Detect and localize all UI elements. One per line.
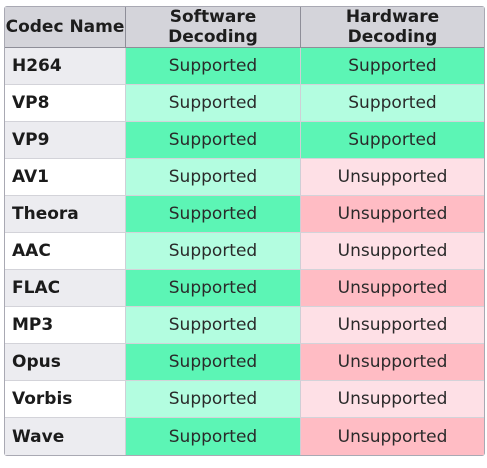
header-hardware-decoding: Hardware Decoding — [301, 7, 484, 48]
hardware-status-cell: Unsupported — [301, 381, 484, 418]
table-row: Theora Supported Unsupported — [5, 196, 484, 233]
table-row: H264 Supported Supported — [5, 48, 484, 85]
software-status-cell: Supported — [126, 85, 301, 122]
codec-support-table-container: Codec Name Software Decoding Hardware De… — [4, 6, 485, 456]
software-status-cell: Supported — [126, 122, 301, 159]
hardware-status-cell: Supported — [301, 48, 484, 85]
codec-name-cell: AAC — [5, 233, 126, 270]
software-status-cell: Supported — [126, 381, 301, 418]
software-status-cell: Supported — [126, 48, 301, 85]
hardware-status-cell: Unsupported — [301, 344, 484, 381]
header-software-decoding: Software Decoding — [126, 7, 301, 48]
hardware-status-cell: Supported — [301, 85, 484, 122]
table-row: AV1 Supported Unsupported — [5, 159, 484, 196]
software-status-cell: Supported — [126, 233, 301, 270]
codec-name-cell: Theora — [5, 196, 126, 233]
table-row: MP3 Supported Unsupported — [5, 307, 484, 344]
codec-name-cell: AV1 — [5, 159, 126, 196]
codec-support-table: Codec Name Software Decoding Hardware De… — [4, 6, 485, 456]
hardware-status-cell: Unsupported — [301, 307, 484, 344]
codec-name-cell: VP9 — [5, 122, 126, 159]
software-status-cell: Supported — [126, 196, 301, 233]
table-row: Wave Supported Unsupported — [5, 418, 484, 455]
codec-name-cell: Wave — [5, 418, 126, 455]
software-status-cell: Supported — [126, 418, 301, 455]
codec-name-cell: Opus — [5, 344, 126, 381]
hardware-status-cell: Supported — [301, 122, 484, 159]
table-row: VP9 Supported Supported — [5, 122, 484, 159]
header-row: Codec Name Software Decoding Hardware De… — [5, 7, 484, 48]
table-row: AAC Supported Unsupported — [5, 233, 484, 270]
software-status-cell: Supported — [126, 270, 301, 307]
codec-name-cell: Vorbis — [5, 381, 126, 418]
software-status-cell: Supported — [126, 159, 301, 196]
hardware-status-cell: Unsupported — [301, 196, 484, 233]
table-row: Opus Supported Unsupported — [5, 344, 484, 381]
codec-name-cell: H264 — [5, 48, 126, 85]
hardware-status-cell: Unsupported — [301, 418, 484, 455]
hardware-status-cell: Unsupported — [301, 270, 484, 307]
software-status-cell: Supported — [126, 307, 301, 344]
table-row: VP8 Supported Supported — [5, 85, 484, 122]
software-status-cell: Supported — [126, 344, 301, 381]
table-row: FLAC Supported Unsupported — [5, 270, 484, 307]
table-body: H264 Supported Supported VP8 Supported S… — [5, 48, 484, 455]
header-codec-name: Codec Name — [5, 7, 126, 48]
hardware-status-cell: Unsupported — [301, 233, 484, 270]
codec-name-cell: FLAC — [5, 270, 126, 307]
codec-name-cell: VP8 — [5, 85, 126, 122]
table-header: Codec Name Software Decoding Hardware De… — [5, 7, 484, 48]
codec-name-cell: MP3 — [5, 307, 126, 344]
hardware-status-cell: Unsupported — [301, 159, 484, 196]
table-row: Vorbis Supported Unsupported — [5, 381, 484, 418]
